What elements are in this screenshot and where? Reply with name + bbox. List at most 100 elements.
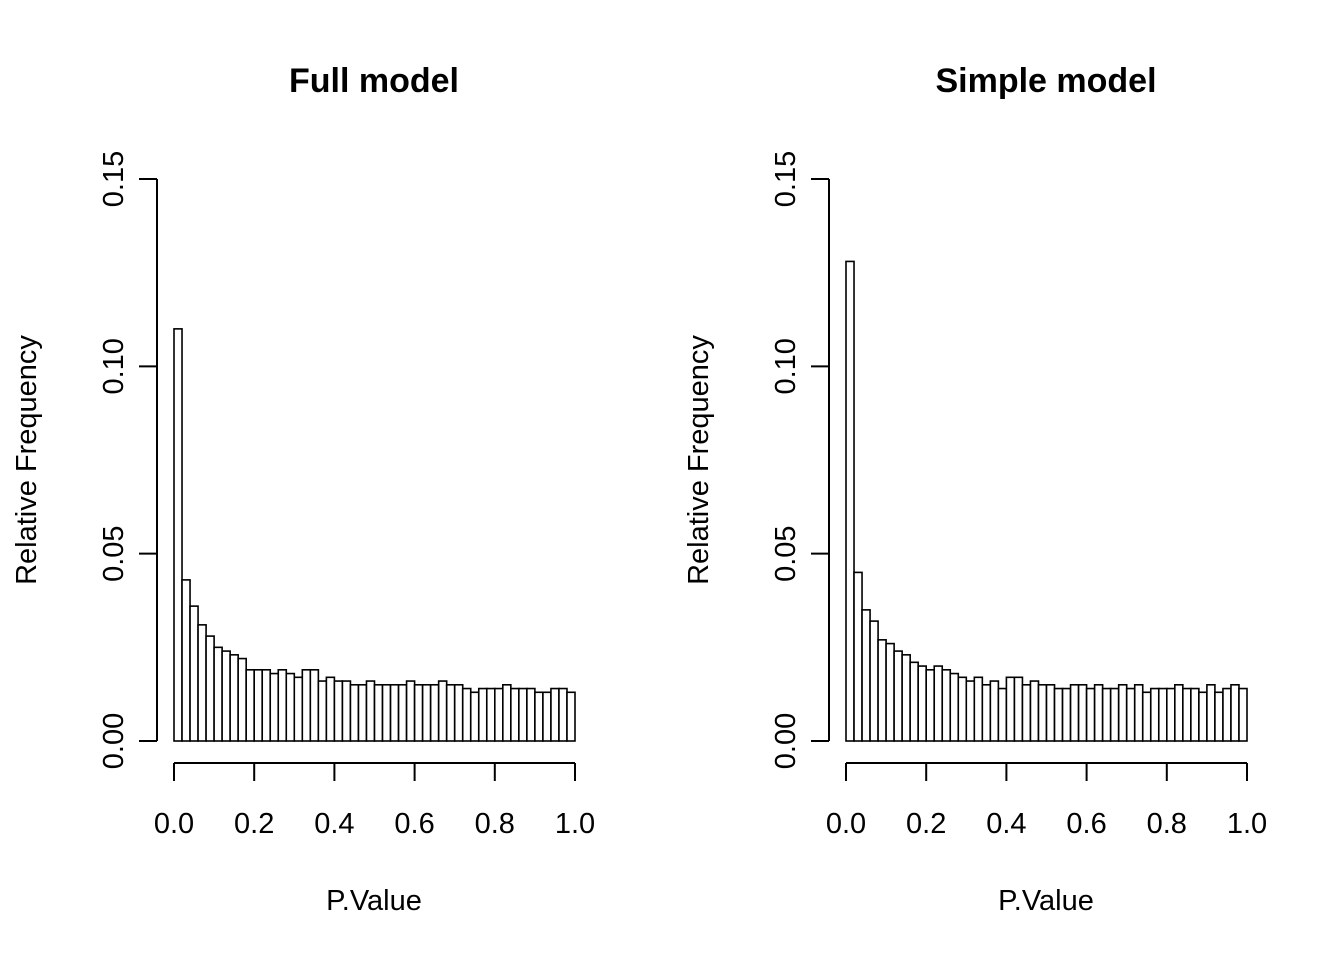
histogram-bar [205, 635, 215, 742]
histogram-bar [558, 687, 568, 742]
histogram-bar [221, 650, 231, 742]
x-tick-label: 0.2 [234, 808, 274, 840]
histogram-bar [901, 654, 911, 742]
histogram-bar [293, 676, 304, 742]
histogram-bar [1149, 687, 1160, 742]
histogram-bar [213, 646, 223, 742]
histogram-bar [1230, 683, 1240, 742]
histogram-bar [397, 683, 408, 742]
histogram-bar [437, 680, 448, 742]
histogram-bar [269, 672, 280, 742]
histogram-bar [1190, 687, 1200, 742]
histogram-bar [1166, 687, 1176, 742]
histogram-bar [981, 683, 992, 742]
histogram-bar [925, 669, 936, 742]
histogram-bar [1141, 691, 1152, 742]
histogram-bar [373, 683, 384, 742]
histogram-bar [173, 328, 183, 742]
histogram-bar [1029, 680, 1040, 742]
histogram-bar [445, 683, 456, 742]
histogram-bar [453, 683, 464, 742]
histogram-bar [477, 687, 488, 742]
histogram-bar [1182, 687, 1192, 742]
histogram-bar [469, 691, 480, 742]
histogram-bar [189, 605, 199, 742]
histogram-bar [957, 676, 968, 742]
histogram-bar [885, 642, 895, 742]
histogram-bar [997, 687, 1008, 742]
histogram-bar [526, 687, 536, 742]
histogram-bar [381, 683, 392, 742]
histogram-bar [542, 691, 552, 742]
x-axis-label: P.Value [998, 885, 1094, 917]
y-tick-label: 0.00 [770, 713, 802, 769]
x-tick-label: 0.8 [1147, 808, 1187, 840]
histogram-bar [429, 683, 440, 742]
histogram-bar [1206, 683, 1216, 742]
axes: 0.00 0.05 0.10 0.15 0.0 0.2 0.4 0.6 0.8 1.0 [770, 151, 1267, 840]
x-axis-label: P.Value [326, 885, 422, 917]
histogram-bar [1077, 683, 1088, 742]
histogram-bar [413, 683, 424, 742]
histogram-bar [510, 687, 520, 742]
histogram-bar [917, 665, 927, 742]
x-tick-label: 0.6 [394, 808, 434, 840]
histogram-bar [357, 683, 368, 742]
histogram-bar [1109, 687, 1120, 742]
histogram-bar [1238, 687, 1248, 742]
histogram-bar [1157, 687, 1168, 742]
histogram-bar [1053, 687, 1064, 742]
histogram-bar [1093, 683, 1104, 742]
histogram-bar [309, 669, 320, 742]
histogram-bar [534, 691, 544, 742]
histogram-bar [1198, 691, 1208, 742]
y-tick-label: 0.15 [98, 151, 130, 207]
y-tick-label: 0.15 [770, 151, 802, 207]
histogram-bar [1021, 683, 1032, 742]
histogram-bar [197, 624, 207, 742]
histogram-bar [461, 687, 472, 742]
histogram-bar [237, 657, 247, 742]
y-tick-label: 0.00 [98, 713, 130, 769]
x-tick-label: 1.0 [555, 808, 595, 840]
histogram-bar [365, 680, 376, 742]
y-axis-label: Relative Frequency [683, 335, 715, 585]
histogram-bar [845, 260, 855, 742]
x-tick-label: 0.4 [986, 808, 1026, 840]
axes: 0.00 0.05 0.10 0.15 0.0 0.2 0.4 0.6 0.8 1.0 [98, 151, 595, 840]
histogram-bar [1117, 683, 1128, 742]
y-tick-label: 0.10 [770, 338, 802, 394]
histogram-bar [566, 691, 576, 742]
histogram-bar [317, 680, 328, 742]
histogram-bar [989, 680, 1000, 742]
histogram-bar [485, 687, 496, 742]
y-tick-label: 0.05 [770, 525, 802, 581]
panel-full-model: Full model P.Value Relative Frequency 0.… [11, 62, 595, 917]
histogram-bar [181, 579, 191, 742]
histogram-bar [389, 683, 400, 742]
histogram-bar [1069, 683, 1080, 742]
x-tick-label: 0.0 [826, 808, 866, 840]
histogram-bar [1005, 676, 1016, 742]
histogram-bar [1061, 687, 1072, 742]
histogram-bar [405, 680, 416, 742]
histogram-bars [173, 328, 576, 742]
histogram-bar [421, 683, 432, 742]
histogram-bar [1214, 691, 1224, 742]
histogram-bar [518, 687, 528, 742]
histogram-bar [861, 609, 871, 742]
panel-simple-model: Simple model P.Value Relative Frequency … [683, 62, 1267, 917]
histogram-bar [1222, 687, 1232, 742]
histogram-bar [1133, 683, 1144, 742]
histogram-bar [869, 620, 879, 742]
histogram-bar [253, 669, 264, 742]
histogram-bar [853, 571, 863, 742]
histogram-bar [1174, 683, 1184, 742]
histogram-bar [941, 669, 952, 742]
y-axis-label: Relative Frequency [11, 335, 43, 585]
x-tick-label: 1.0 [1227, 808, 1267, 840]
histogram-bar [949, 672, 960, 742]
histogram-bar [341, 680, 352, 742]
histogram-bar [1013, 676, 1024, 742]
